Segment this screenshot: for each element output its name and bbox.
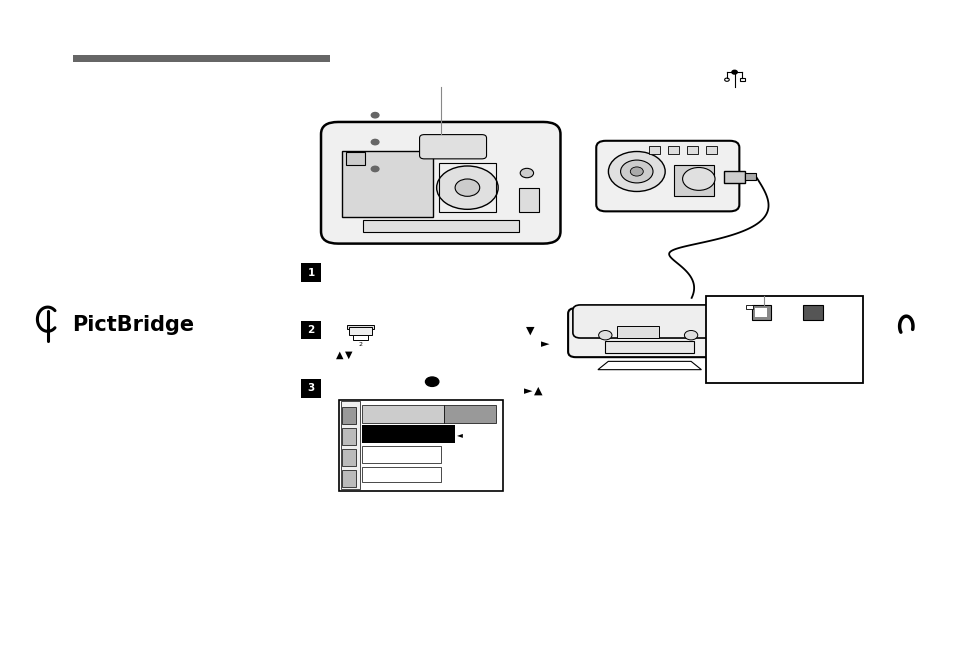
Bar <box>648 146 659 155</box>
Bar <box>349 327 372 335</box>
Circle shape <box>731 71 737 74</box>
Text: ←: ← <box>724 372 731 381</box>
Bar <box>802 305 821 320</box>
Bar <box>342 427 355 445</box>
Bar <box>686 146 698 155</box>
Circle shape <box>436 166 497 210</box>
Text: ▲: ▲ <box>335 350 343 360</box>
Bar <box>361 467 441 482</box>
Circle shape <box>425 377 438 386</box>
Bar <box>342 470 355 487</box>
Text: ▼: ▼ <box>345 350 353 360</box>
FancyBboxPatch shape <box>596 141 739 211</box>
Text: ►: ► <box>541 339 549 349</box>
FancyBboxPatch shape <box>419 134 486 159</box>
Text: ▲: ▲ <box>534 386 541 396</box>
Text: ◄: ◄ <box>456 430 462 439</box>
Bar <box>342 449 355 466</box>
Bar <box>605 341 694 353</box>
Bar <box>338 400 502 491</box>
FancyBboxPatch shape <box>572 305 726 338</box>
Bar <box>361 405 443 423</box>
Bar <box>705 296 862 383</box>
Text: 1: 1 <box>307 268 314 278</box>
FancyBboxPatch shape <box>320 122 559 244</box>
Bar <box>667 146 679 155</box>
Text: ►: ► <box>524 386 532 396</box>
Bar <box>739 78 744 81</box>
FancyBboxPatch shape <box>568 308 730 358</box>
Bar <box>362 220 518 231</box>
Circle shape <box>371 166 378 171</box>
Circle shape <box>598 331 612 340</box>
Bar <box>745 305 753 309</box>
Bar <box>617 326 658 338</box>
Circle shape <box>620 160 652 183</box>
Bar <box>72 55 330 62</box>
Bar <box>346 152 364 165</box>
Bar <box>743 173 755 180</box>
Bar <box>751 305 770 320</box>
Bar <box>300 263 321 282</box>
Bar <box>361 425 455 443</box>
Bar <box>755 308 766 317</box>
Bar <box>705 146 717 155</box>
Circle shape <box>630 167 642 176</box>
Circle shape <box>681 167 714 190</box>
Bar <box>342 151 432 217</box>
Bar <box>518 187 538 212</box>
Bar <box>353 335 368 340</box>
Circle shape <box>608 151 664 192</box>
Polygon shape <box>598 362 700 370</box>
Bar <box>722 171 743 183</box>
Bar <box>342 407 355 423</box>
Bar <box>673 165 713 196</box>
Text: ·: · <box>783 372 786 381</box>
Circle shape <box>519 169 533 178</box>
Text: ▼: ▼ <box>526 326 534 335</box>
Bar <box>438 163 496 212</box>
Bar <box>443 405 496 423</box>
Bar <box>340 401 359 489</box>
Text: 3: 3 <box>307 384 314 393</box>
Text: PictBridge: PictBridge <box>72 314 194 335</box>
Text: 2: 2 <box>358 341 362 347</box>
Bar <box>300 379 321 398</box>
Bar <box>300 321 321 339</box>
Bar <box>347 325 374 329</box>
Text: 2: 2 <box>307 325 314 335</box>
Circle shape <box>455 179 479 196</box>
Circle shape <box>371 112 378 118</box>
Bar <box>361 446 441 463</box>
Circle shape <box>683 331 697 340</box>
Circle shape <box>371 139 378 144</box>
